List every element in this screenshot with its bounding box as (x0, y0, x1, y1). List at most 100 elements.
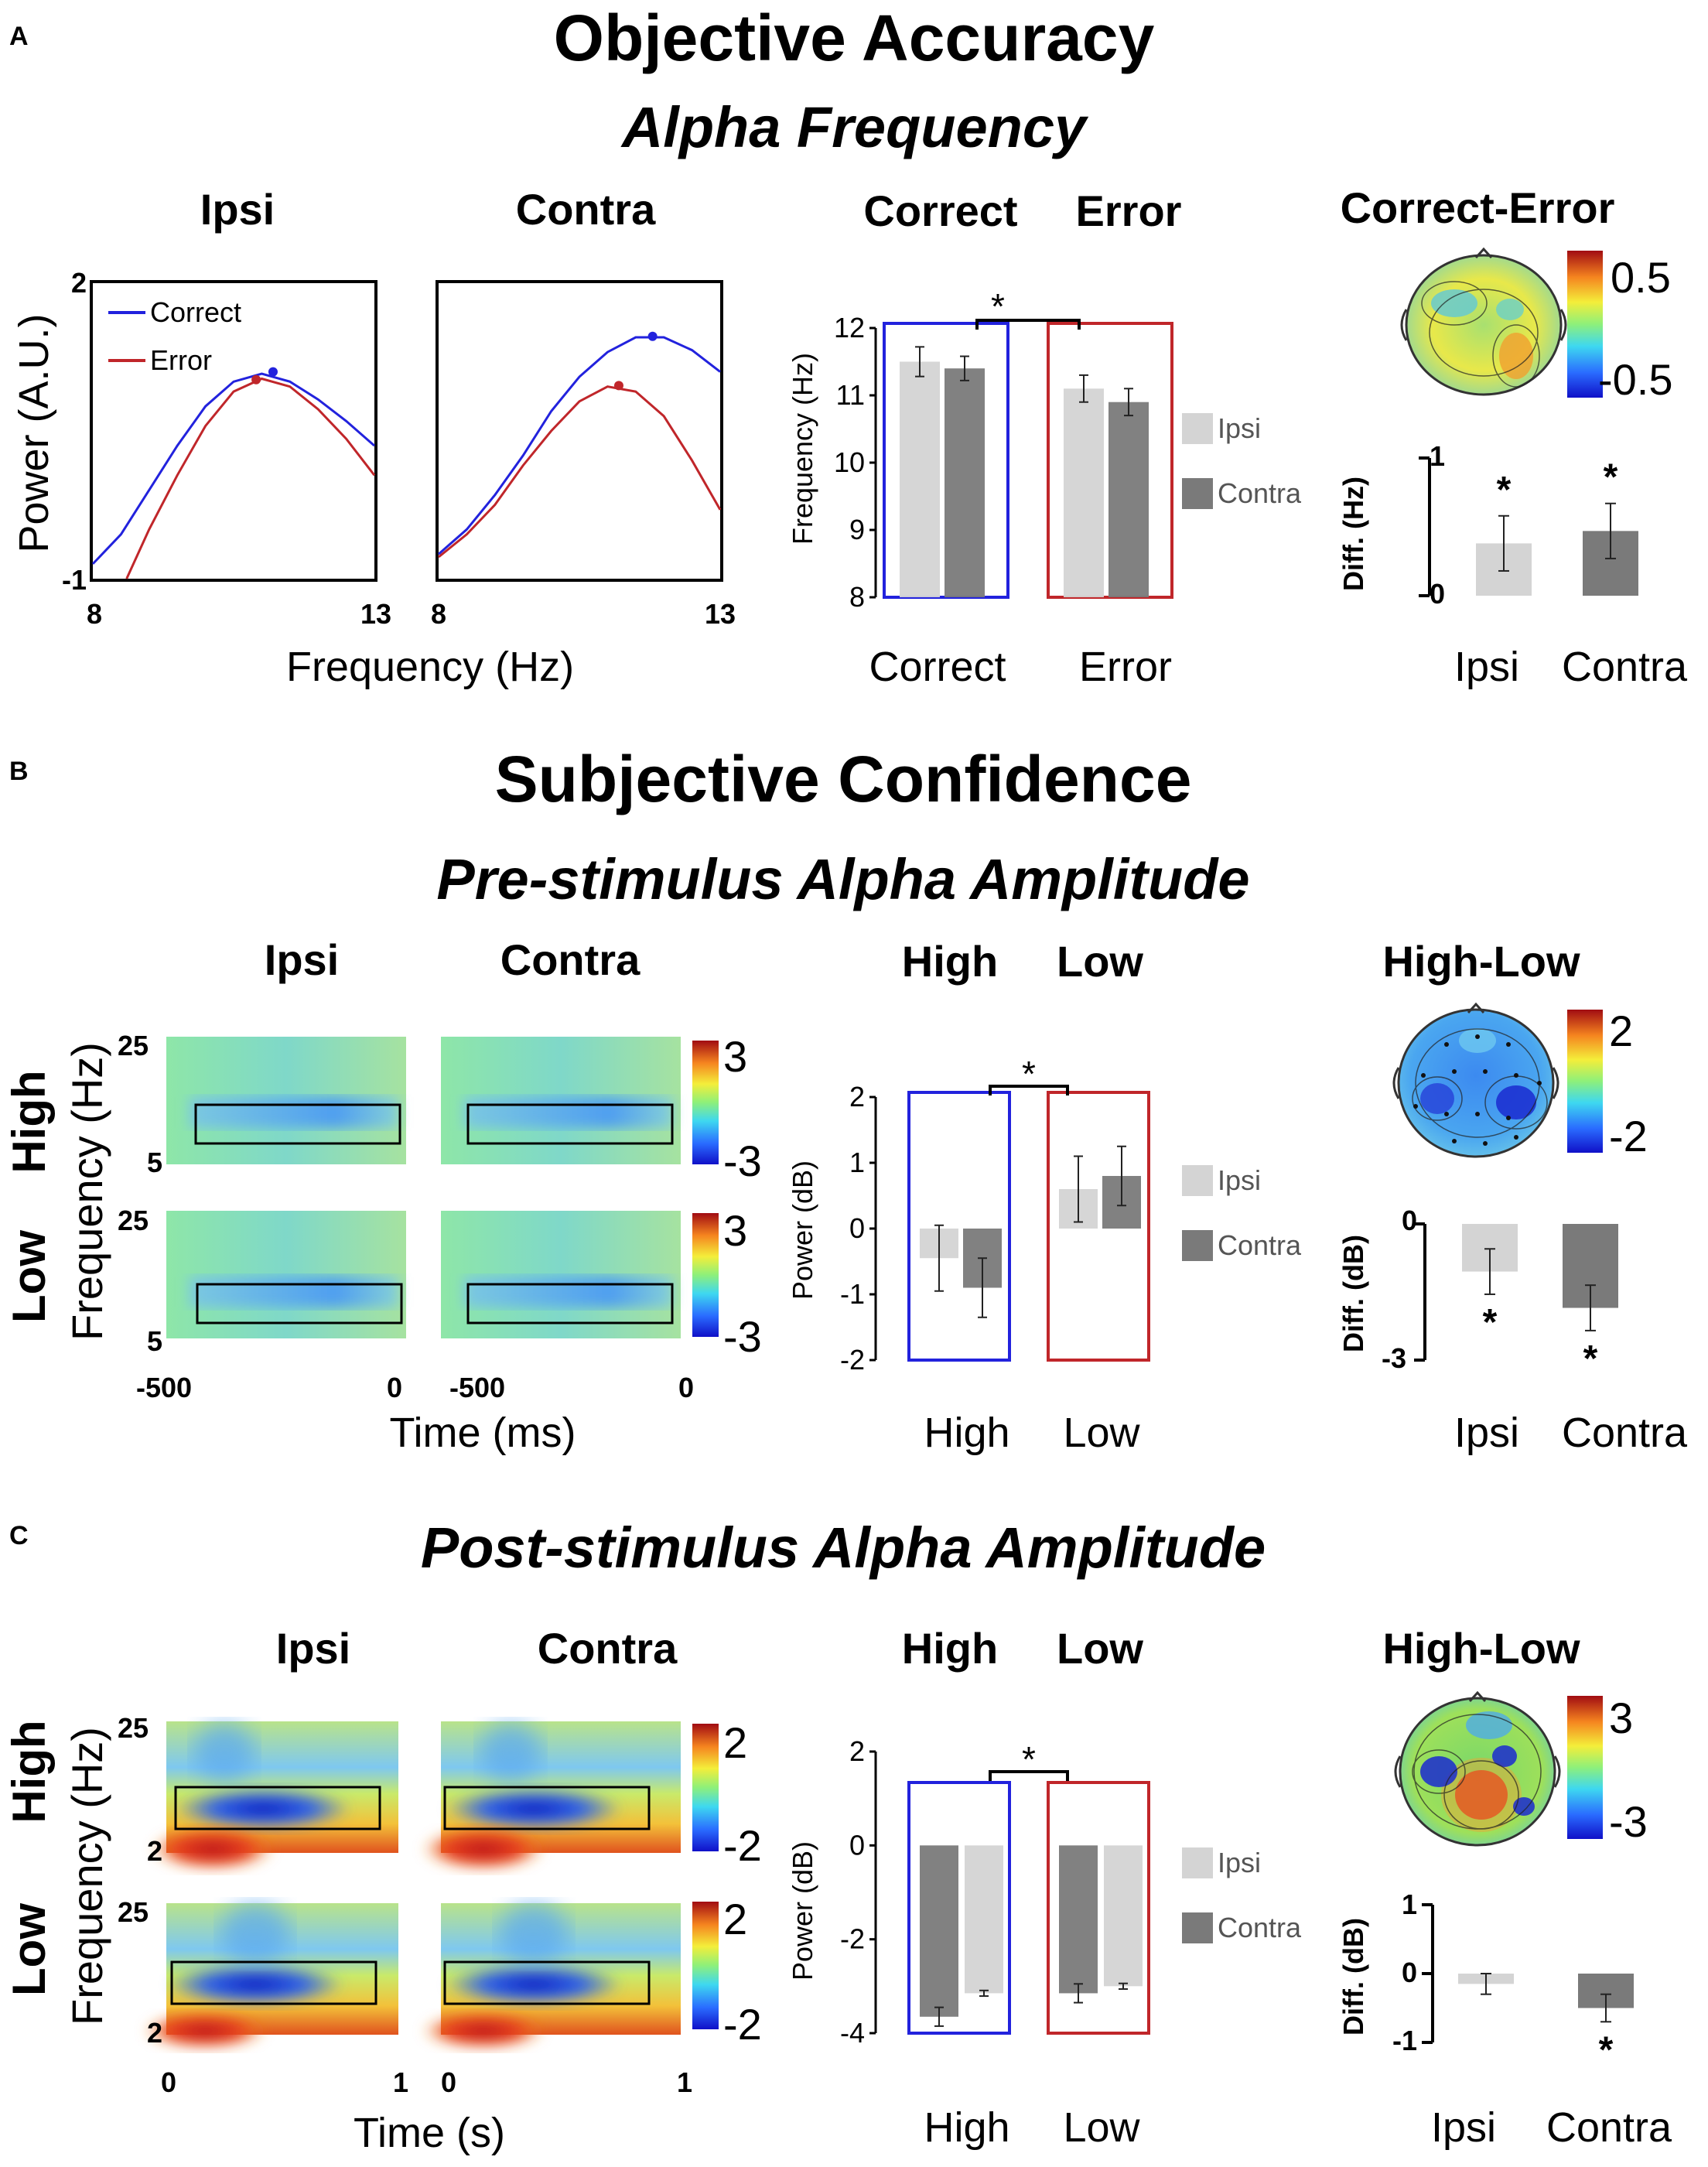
y-tick-label: -4 (840, 2017, 865, 2049)
c-legend-swatch-contra (1182, 1912, 1213, 1943)
c-bars-group-title-low: Low (1057, 1624, 1143, 1673)
spectra-ytick-bottom: -1 (62, 564, 87, 596)
c-diff-ytick-bottom: -1 (1392, 2025, 1417, 2056)
spectra-xtick-ipsi-min: 8 (87, 598, 102, 630)
group-frame-low (1047, 1091, 1150, 1362)
a-bars-group-title-error: Error (1076, 186, 1182, 235)
section-b-subtitle: Pre-stimulus Alpha Amplitude (436, 847, 1249, 911)
y-tick-label: 8 (849, 581, 865, 613)
b-tf-ytick-low-bottom: 5 (147, 1325, 162, 1357)
c-bars-category-low: Low (1063, 2104, 1140, 2151)
section-a-title: Objective Accuracy (554, 2, 1155, 74)
c-bars-group-title-high: High (902, 1624, 998, 1673)
c-tf-contra-high (422, 1721, 681, 1871)
diff-star-contra: * (1599, 2029, 1614, 2070)
b-bars-ylabel: Power (dB) (787, 1160, 818, 1300)
c-diff-category-ipsi: Ipsi (1431, 2104, 1496, 2151)
diff-star-contra: * (1583, 1338, 1598, 1379)
c-legend-swatch-ipsi (1182, 1847, 1213, 1878)
c-bars-category-high: High (924, 2104, 1009, 2151)
spectra-xtick-contra-min: 8 (431, 598, 446, 630)
bar-error-contra (1108, 402, 1149, 597)
spectrum-peak-ipsi-correct (268, 367, 278, 377)
b-bars-group-title-high: High (902, 937, 998, 986)
section-b-title: Subjective Confidence (495, 743, 1192, 815)
colorbar-c-tf-low-max: 2 (723, 1895, 747, 1943)
b-legend-label-ipsi: Ipsi (1218, 1164, 1261, 1196)
spectra-frame-ipsi (90, 280, 377, 582)
bar-low-contra (1059, 1845, 1098, 1994)
spectrum-line-contra-correct (438, 336, 721, 555)
b-tf-contra-low (441, 1211, 681, 1338)
colorbar-b-tf-low-max: 3 (723, 1206, 747, 1255)
b-tf-xtick-contra-end: 0 (678, 1372, 694, 1403)
c-tf-xlabel: Time (s) (354, 2110, 505, 2156)
group-frame-high (907, 1781, 1011, 2035)
y-tick-label: 0 (849, 1829, 865, 1861)
y-tick-label: 2 (849, 1735, 865, 1767)
colorbar-b-tf-low (692, 1213, 719, 1337)
spectrum-line-ipsi-error (125, 377, 376, 579)
spectrum-peak-ipsi-error (251, 374, 261, 385)
b-bars-group-title-low: Low (1057, 937, 1143, 986)
diff-star-ipsi: * (1497, 470, 1512, 511)
c-tf-ipsi-low (143, 1903, 398, 2049)
spectra-ylabel: Power (A.U.) (11, 313, 57, 552)
y-tick-label: 1 (849, 1147, 865, 1178)
diff-star-contra: * (1604, 457, 1618, 498)
b-bars-significance: * (1022, 1054, 1036, 1094)
c-tf-row-label-low: Low (3, 1903, 55, 1996)
y-tick-label: -1 (840, 1278, 865, 1310)
spectra-xtick-ipsi-max: 13 (360, 598, 391, 630)
y-tick-label: 10 (834, 446, 865, 478)
a-bars-category-error: Error (1079, 644, 1172, 690)
significance-bracket (989, 1770, 1069, 1781)
c-tf-ytick-high-bottom: 2 (147, 1835, 162, 1867)
c-tf-ytick-low-top: 25 (118, 1896, 149, 1928)
b-bars-category-high: High (924, 1410, 1009, 1456)
bar-correct-contra (945, 368, 985, 597)
colorbar-c-tf-high-max: 2 (723, 1718, 747, 1767)
b-diff-ytick-bottom: -3 (1382, 1342, 1406, 1374)
c-bars-ylabel: Power (dB) (787, 1841, 818, 1981)
a-diff-title: Correct-Error (1341, 183, 1615, 232)
y-tick-label: 11 (836, 379, 865, 411)
c-tf-xtick-ipsi-end: 1 (393, 2066, 408, 2098)
colorbar-b-tf-high-max: 3 (723, 1032, 747, 1081)
b-bars-chart: High Low High Low Power (dB) * Ipsi Cont… (787, 937, 1302, 1456)
a-bars-group-title-correct: Correct (863, 186, 1017, 235)
c-tf-xtick-contra-start: 0 (441, 2066, 456, 2098)
bar-high-contra (920, 1845, 958, 2017)
c-tf-ylabel: Frequency (Hz) (63, 1727, 111, 2025)
c-diff-chart: High-Low 3 -3 1 0 -1 Diff. (dB) Ipsi Con… (1337, 1624, 1672, 2151)
legend-swatch-ipsi (1182, 413, 1213, 444)
a-diff-ytick-bottom: 0 (1430, 578, 1445, 610)
c-tf-ipsi-high (151, 1721, 398, 1871)
c-tf-xtick-contra-end: 1 (677, 2066, 692, 2098)
a-bars-ylabel: Frequency (Hz) (787, 353, 818, 545)
a-bars-chart: Correct Error Correct Error Frequency (H… (787, 186, 1302, 690)
b-tf-row-label-high: High (3, 1070, 55, 1173)
colorbar-c-tf-high (692, 1724, 719, 1851)
b-diff-ytick-top: 0 (1402, 1205, 1417, 1236)
colorbar-b (1567, 1010, 1603, 1153)
b-tf-xlabel: Time (ms) (390, 1410, 576, 1456)
c-tf-title-contra: Contra (538, 1624, 678, 1673)
spectra-xtick-contra-max: 13 (705, 598, 736, 630)
spectrum-peak-contra-error (613, 381, 623, 391)
y-tick-label: 2 (849, 1081, 865, 1113)
a-diff-category-contra: Contra (1562, 644, 1688, 690)
y-tick-label: 9 (849, 514, 865, 545)
colorbar-c-min: -3 (1609, 1797, 1648, 1846)
colorbar-b-tf-high-min: -3 (723, 1136, 762, 1185)
c-bars-chart: High Low High Low Power (dB) * Ipsi Cont… (787, 1624, 1302, 2151)
colorbar-c (1567, 1696, 1603, 1839)
b-legend-swatch-contra (1182, 1230, 1213, 1261)
bar-correct-ipsi (900, 361, 940, 597)
panel-label-a: A (9, 22, 29, 51)
b-diff-category-contra: Contra (1562, 1410, 1688, 1456)
diff-star-ipsi: * (1483, 1302, 1498, 1343)
b-legend-swatch-ipsi (1182, 1165, 1213, 1196)
